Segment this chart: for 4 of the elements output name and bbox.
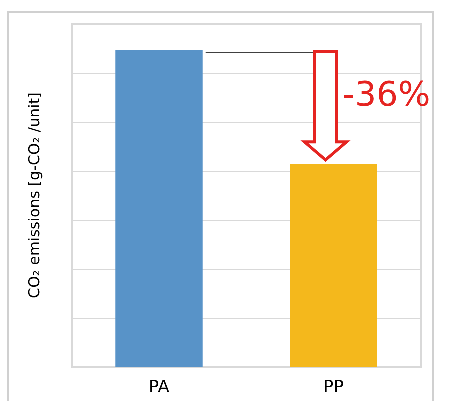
annotation: -36% — [342, 74, 431, 115]
y-axis-title: CO₂ emissions [g-CO₂ /unit] — [26, 92, 44, 298]
x-tick-label: PP — [323, 378, 344, 398]
x-tick-label: PA — [148, 378, 170, 398]
